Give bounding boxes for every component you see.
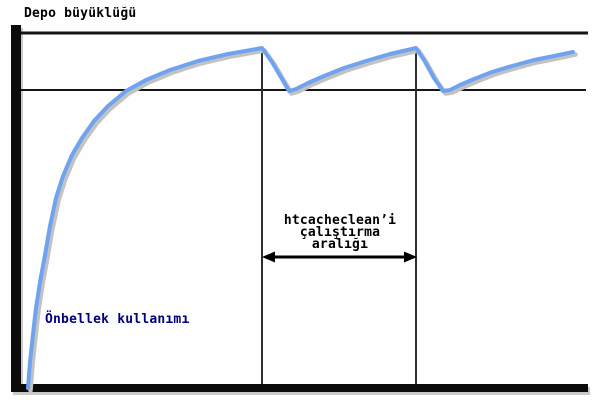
y-axis-bar (11, 25, 21, 392)
arrow-head-left (262, 251, 275, 263)
y-axis-title: Depo büyüklüğü (24, 6, 137, 21)
interval-arrow (262, 251, 417, 263)
cache-usage-curve (26, 46, 575, 390)
curve-label: Önbellek kullanımı (45, 312, 190, 327)
arrow-head-right (404, 251, 417, 263)
interval-label: htcacheclean’i çalıştırma aralığı (283, 213, 397, 252)
x-axis-bar (11, 384, 588, 392)
